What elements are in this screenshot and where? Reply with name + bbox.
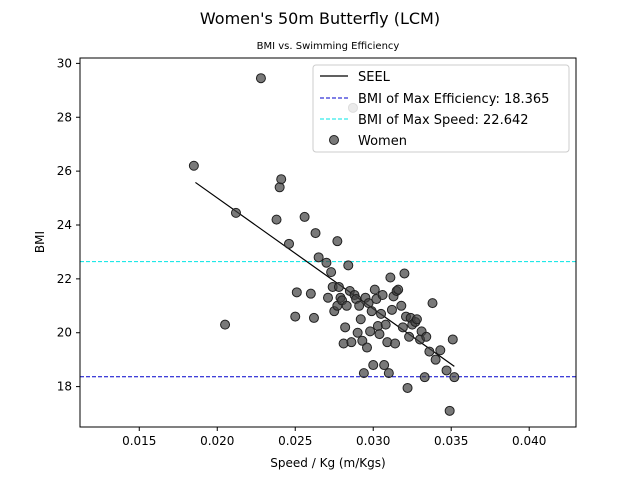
- data-point: [385, 272, 396, 283]
- data-point: [419, 372, 430, 383]
- data-point: [352, 327, 363, 338]
- x-tick-label: 0.025: [278, 434, 312, 448]
- data-point: [441, 365, 452, 376]
- plot-area: [80, 73, 576, 416]
- data-point: [365, 326, 376, 337]
- y-tick-label: 22: [57, 272, 72, 286]
- data-point: [308, 312, 319, 323]
- legend-box: [312, 64, 570, 153]
- legend-label-max-speed: BMI of Max Speed: 22.642: [358, 113, 529, 128]
- data-point: [404, 331, 415, 342]
- x-axis-label: Speed / Kg (m/Kgs): [270, 456, 385, 470]
- data-point: [343, 260, 354, 271]
- x-tick-label: 0.035: [434, 434, 468, 448]
- data-point: [220, 319, 231, 330]
- data-point: [396, 300, 407, 311]
- data-point: [290, 311, 301, 322]
- data-point: [355, 314, 366, 325]
- x-tick-label: 0.020: [200, 434, 234, 448]
- legend-label-max-efficiency: BMI of Max Efficiency: 18.365: [358, 92, 549, 107]
- data-point: [323, 292, 333, 303]
- data-point: [397, 322, 408, 333]
- data-point: [447, 334, 458, 345]
- data-point: [435, 345, 446, 356]
- data-point: [366, 306, 377, 317]
- data-point: [369, 284, 380, 295]
- legend-label-seel: SEEL: [358, 70, 391, 85]
- y-tick-label: 28: [57, 110, 72, 124]
- data-point: [276, 174, 287, 185]
- data-point: [383, 368, 394, 379]
- data-point: [340, 322, 351, 333]
- y-axis: 18 20 22 24 26 28 30: [57, 56, 80, 394]
- data-point: [341, 300, 352, 311]
- data-point: [421, 331, 432, 342]
- y-axis-label: BMI: [33, 231, 47, 253]
- plot-frame: [79, 57, 577, 428]
- data-point: [379, 360, 390, 371]
- legend-label-women: Women: [358, 134, 407, 149]
- data-point: [299, 211, 310, 222]
- data-point: [399, 268, 410, 279]
- data-point: [188, 160, 199, 171]
- data-point: [368, 360, 379, 371]
- data-point: [424, 346, 435, 357]
- y-tick-label: 20: [57, 326, 72, 340]
- data-point: [402, 382, 413, 393]
- x-tick-label: 0.030: [356, 434, 390, 448]
- y-tick-label: 30: [57, 56, 72, 70]
- y-tick-label: 18: [57, 380, 72, 394]
- legend: SEEL BMI of Max Efficiency: 18.365 BMI o…: [312, 64, 570, 153]
- data-point: [380, 319, 391, 330]
- data-point: [230, 207, 241, 218]
- data-point: [393, 284, 404, 295]
- data-point: [390, 338, 401, 349]
- data-point: [332, 236, 343, 247]
- data-point: [386, 304, 397, 315]
- data-point: [310, 228, 321, 239]
- data-point: [291, 287, 302, 298]
- data-point: [377, 290, 388, 301]
- data-point: [271, 214, 282, 225]
- data-point: [427, 298, 438, 309]
- data-point: [284, 238, 295, 249]
- data-point: [333, 281, 344, 292]
- data-point: [430, 354, 441, 365]
- x-tick-label: 0.015: [122, 434, 156, 448]
- chart-title: Women's 50m Butterfly (LCM): [200, 9, 440, 28]
- data-point: [444, 405, 455, 416]
- data-point: [374, 329, 385, 340]
- data-point: [346, 337, 357, 348]
- data-point: [305, 288, 316, 299]
- data-point: [255, 73, 266, 84]
- legend-swatch-women: [329, 135, 339, 145]
- chart-subtitle: BMI vs. Swimming Efficiency: [257, 41, 400, 52]
- data-point: [274, 182, 285, 193]
- data-point: [357, 335, 368, 346]
- x-tick-label: 0.040: [512, 434, 546, 448]
- data-point: [326, 267, 337, 278]
- data-point: [449, 372, 460, 383]
- x-axis: 0.015 0.020 0.025 0.030 0.035 0.040: [122, 427, 546, 448]
- data-point: [321, 257, 332, 268]
- data-point: [411, 314, 422, 325]
- data-point: [354, 300, 365, 311]
- data-point: [376, 308, 387, 319]
- data-point: [361, 342, 372, 353]
- y-tick-label: 26: [57, 164, 72, 178]
- data-point: [313, 252, 324, 263]
- data-point: [358, 368, 369, 379]
- y-tick-label: 24: [57, 218, 72, 232]
